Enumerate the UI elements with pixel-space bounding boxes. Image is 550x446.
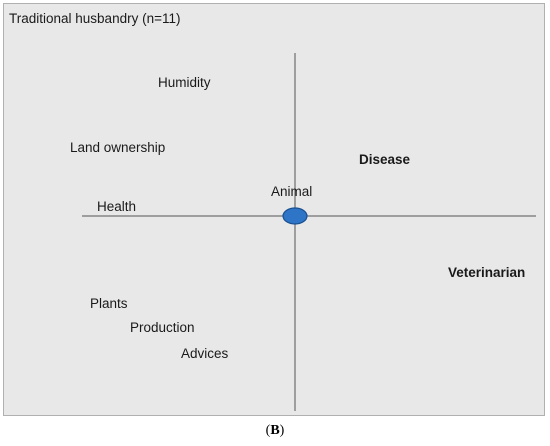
term-disease: Disease — [359, 152, 411, 167]
term-plants: Plants — [90, 296, 128, 311]
term-advices: Advices — [181, 346, 229, 361]
diagram-axes — [82, 53, 536, 411]
caption-close-paren: ) — [279, 423, 285, 438]
figure-caption: (B) — [0, 423, 550, 439]
caption-letter: B — [270, 423, 280, 438]
caption-open-paren: ( — [265, 423, 271, 438]
term-veterinarian: Veterinarian — [448, 265, 526, 280]
term-production: Production — [130, 320, 195, 335]
term-land-ownership: Land ownership — [70, 140, 166, 155]
diagram-panel: Traditional husbandry (n=11) Animal Humi… — [3, 3, 545, 416]
term-humidity: Humidity — [158, 75, 211, 90]
term-health: Health — [97, 199, 137, 214]
center-label: Animal — [271, 184, 313, 199]
center-marker — [282, 207, 308, 225]
diagram-title: Traditional husbandry (n=11) — [9, 11, 181, 26]
